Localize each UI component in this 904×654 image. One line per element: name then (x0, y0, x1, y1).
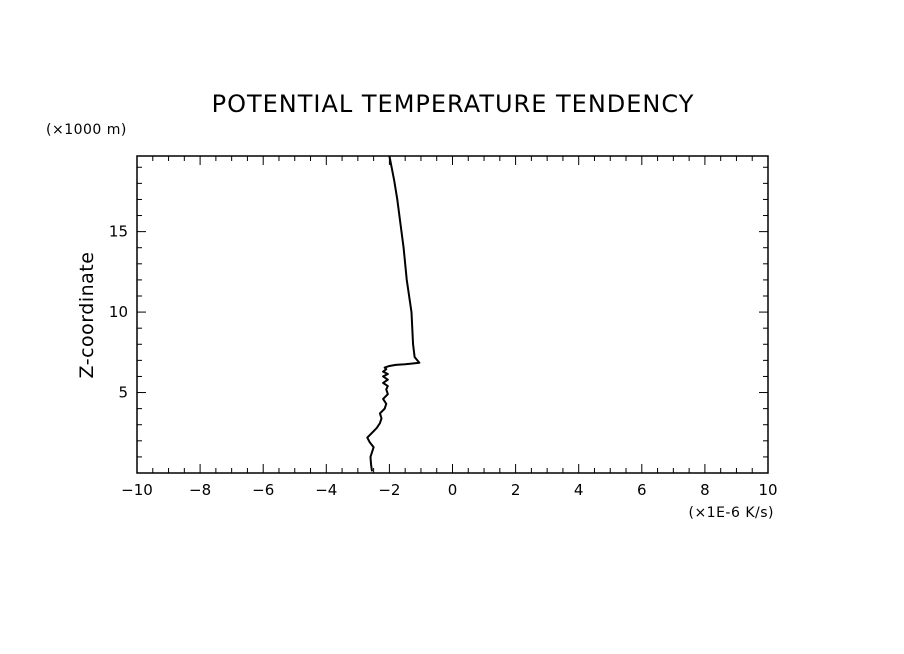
y-axis-unit: (×1000 m) (46, 122, 127, 138)
x-tick-label: 2 (511, 481, 521, 499)
x-tick-label: 0 (448, 481, 458, 499)
x-axis-unit: (×1E-6 K/s) (688, 505, 774, 521)
x-tick-label: 10 (758, 481, 777, 499)
chart-title: POTENTIAL TEMPERATURE TENDENCY (212, 90, 695, 118)
x-tick-label: −6 (252, 481, 274, 499)
y-axis-label: Z-coordinate (76, 252, 98, 379)
x-tick-label: 4 (574, 481, 584, 499)
plot-frame (136, 155, 769, 474)
y-tick-label: 5 (118, 384, 128, 402)
x-tick-label: −2 (378, 481, 400, 499)
y-tick-label: 10 (109, 303, 128, 321)
x-tick-label: −4 (315, 481, 337, 499)
y-tick-label: 15 (109, 223, 128, 241)
x-tick-label: −8 (189, 481, 211, 499)
x-tick-label: −10 (121, 481, 153, 499)
x-tick-label: 8 (700, 481, 710, 499)
series-line (366, 155, 421, 472)
x-tick-label: 6 (637, 481, 647, 499)
